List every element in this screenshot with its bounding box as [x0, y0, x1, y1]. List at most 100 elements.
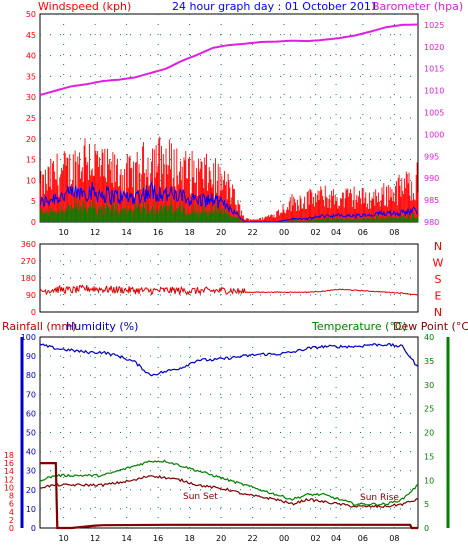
rainfall-tick-label: 4: [9, 508, 14, 517]
wind-x-tick-label: 22: [248, 228, 258, 237]
windspeed-axis-label: Windspeed (kph): [38, 0, 131, 13]
rainfall-tick-label: 8: [9, 492, 14, 501]
wind-direction-line: [39, 284, 419, 296]
tick-labels: 0510152025303540455098098599099510001005…: [4, 10, 445, 543]
rainfall-tick-label: 18: [4, 451, 14, 460]
temperature-tick-label: 0: [424, 524, 429, 533]
windspeed-tick-label: 45: [26, 31, 36, 40]
temperature-tick-label: 15: [424, 452, 434, 461]
direction-tick-label: 90: [26, 291, 36, 300]
humidity-tick-label: 10: [26, 505, 36, 514]
barometer-axis-label: Barometer (hpa): [372, 0, 463, 13]
windspeed-tick-label: 20: [26, 135, 36, 144]
humidity-x-tick-label: 08: [389, 534, 399, 543]
windspeed-tick-label: 25: [26, 114, 36, 123]
humidity-tick-label: 90: [26, 352, 36, 361]
wind-x-tick-label: 14: [122, 228, 132, 237]
wind-x-tick-label: 06: [358, 228, 368, 237]
compass-letter: N: [434, 306, 442, 319]
direction-panel-frame: [39, 243, 419, 313]
humidity-x-tick-label: 04: [331, 534, 341, 543]
compass-letter: S: [435, 273, 442, 286]
temperature-tick-label: 25: [424, 405, 434, 414]
windspeed-tick-label: 10: [26, 176, 36, 185]
wind-x-tick-label: 16: [153, 228, 163, 237]
temperature-tick-label: 5: [424, 500, 429, 509]
barometer-tick-label: 980: [424, 218, 439, 227]
temperature-line: [39, 459, 419, 506]
humidity-x-tick-label: 06: [358, 534, 368, 543]
temperature-tick-label: 10: [424, 476, 434, 485]
windspeed-tick-label: 35: [26, 72, 36, 81]
barometer-tick-label: 1025: [424, 21, 444, 30]
wind-x-tick-label: 00: [279, 228, 289, 237]
humidity-tick-label: 50: [26, 429, 36, 438]
windspeed-tick-label: 15: [26, 156, 36, 165]
barometer-tick-label: 1010: [424, 87, 444, 96]
dewpoint-line: [39, 475, 419, 509]
windspeed-tick-label: 40: [26, 52, 36, 61]
direction-tick-label: 180: [21, 274, 36, 283]
rainfall-tick-label: 2: [9, 516, 14, 525]
humidity-axis-label: Humidity (%): [66, 320, 138, 333]
humidity-x-tick-label: 00: [279, 534, 289, 543]
humidity-x-tick-label: 14: [122, 534, 132, 543]
temperature-tick-label: 20: [424, 429, 434, 438]
direction-tick-label: 360: [21, 240, 36, 249]
barometer-tick-label: 995: [424, 152, 439, 161]
barometer-tick-label: 1020: [424, 43, 444, 52]
humidity-x-tick-label: 16: [153, 534, 163, 543]
humidity-x-tick-label: 12: [90, 534, 100, 543]
barometer-tick-label: 1000: [424, 130, 444, 139]
rainfall-tick-label: 6: [9, 500, 14, 509]
temperature-tick-label: 30: [424, 381, 434, 390]
humidity-tick-label: 0: [31, 524, 36, 533]
windspeed-tick-label: 5: [31, 197, 36, 206]
wind-x-tick-label: 08: [389, 228, 399, 237]
chart-marks: [20, 23, 450, 530]
humidity-tick-label: 100: [21, 333, 36, 342]
humidity-tick-label: 80: [26, 371, 36, 380]
humidity-x-tick-label: 22: [248, 534, 258, 543]
temperature-axis-label: Temperature (°C): [311, 320, 407, 333]
windspeed-tick-label: 0: [31, 218, 36, 227]
humidity-tick-label: 70: [26, 390, 36, 399]
compass-letter: W: [433, 257, 444, 270]
humidity-x-tick-label: 02: [311, 534, 321, 543]
wind-average-line: [39, 181, 419, 223]
barometer-line: [39, 23, 419, 96]
wind-x-tick-label: 10: [59, 228, 69, 237]
grid-lines: [40, 14, 418, 528]
sunrise-label: Sun Rise: [360, 493, 399, 503]
direction-tick-label: 0: [31, 308, 36, 317]
rainfall-tick-label: 10: [4, 483, 14, 492]
dewpoint-axis-label: Dew Point (°C): [393, 320, 468, 333]
rainfall-tick-label: 14: [4, 467, 14, 476]
compass-letter: N: [434, 240, 442, 253]
wind-x-tick-label: 12: [90, 228, 100, 237]
sunset-label: Sun Set: [183, 492, 218, 502]
barometer-tick-label: 990: [424, 174, 439, 183]
chart-title: 24 hour graph day : 01 October 2011: [172, 0, 378, 13]
direction-tick-label: 270: [21, 257, 36, 266]
barometer-tick-label: 1015: [424, 65, 444, 74]
barometer-tick-label: 1005: [424, 109, 444, 118]
wind-x-tick-label: 02: [311, 228, 321, 237]
humidity-tick-label: 20: [26, 486, 36, 495]
humidity-x-tick-label: 20: [216, 534, 226, 543]
humidity-x-tick-label: 10: [59, 534, 69, 543]
compass-letter: E: [435, 290, 442, 303]
windspeed-tick-label: 30: [26, 93, 36, 102]
rainfall-tick-label: 0: [9, 524, 14, 533]
rainfall-tick-label: 16: [4, 459, 14, 468]
wind-x-tick-label: 04: [331, 228, 341, 237]
humidity-tick-label: 60: [26, 409, 36, 418]
humidity-line: [39, 342, 419, 377]
rainfall-line: [40, 462, 418, 530]
humidity-x-tick-label: 18: [185, 534, 195, 543]
temperature-tick-label: 35: [424, 357, 434, 366]
wind-x-tick-label: 20: [216, 228, 226, 237]
rainfall-axis-label: Rainfall (mm): [2, 320, 76, 333]
